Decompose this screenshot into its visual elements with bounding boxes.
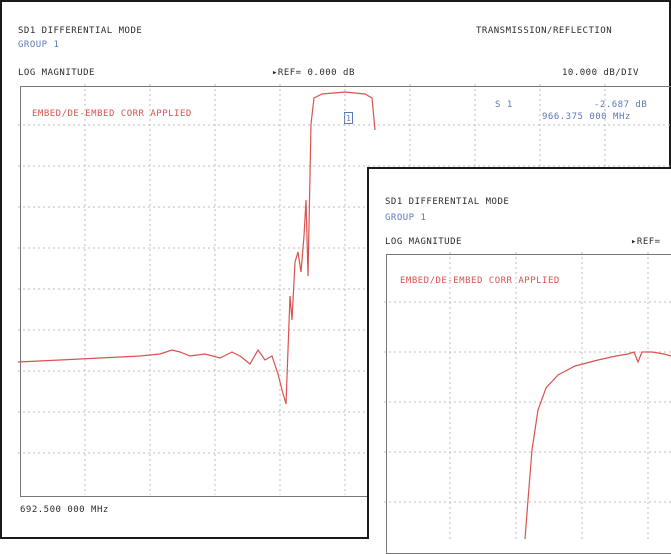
correction-label: EMBED/DE-EMBED CORR APPLIED bbox=[32, 109, 192, 119]
start-frequency-label: 692.500 000 MHz bbox=[20, 505, 109, 515]
front-trace bbox=[524, 351, 671, 539]
scale-label: 10.000 dB/DIV bbox=[562, 68, 639, 78]
front-group-label: GROUP 1 bbox=[385, 213, 427, 223]
marker-readout-label: S 1 bbox=[495, 100, 513, 110]
front-trace-layer bbox=[384, 252, 671, 539]
front-ref-label: ▸REF= bbox=[631, 237, 661, 247]
front-correction-label: EMBED/DE-EMBED CORR APPLIED bbox=[400, 276, 560, 286]
mode-label: SD1 DIFFERENTIAL MODE bbox=[18, 26, 143, 36]
format-label: LOG MAGNITUDE bbox=[18, 68, 95, 78]
front-mode-label: SD1 DIFFERENTIAL MODE bbox=[385, 197, 510, 207]
marker-readout-frequency: 966.375 000 MHz bbox=[542, 112, 631, 122]
group-label: GROUP 1 bbox=[18, 40, 60, 50]
measurement-type-label: TRANSMISSION/REFLECTION bbox=[476, 26, 613, 36]
marker-readout-value: -2.687 dB bbox=[594, 100, 648, 110]
front-analyzer-screen: SD1 DIFFERENTIAL MODE GROUP 1 LOG MAGNIT… bbox=[367, 167, 671, 554]
back-graticule bbox=[20, 86, 671, 497]
back-trace bbox=[17, 91, 376, 405]
marker-flag: 1 bbox=[344, 112, 353, 124]
front-format-label: LOG MAGNITUDE bbox=[385, 237, 462, 247]
ref-label: ▸REF= 0.000 dB bbox=[272, 68, 355, 78]
